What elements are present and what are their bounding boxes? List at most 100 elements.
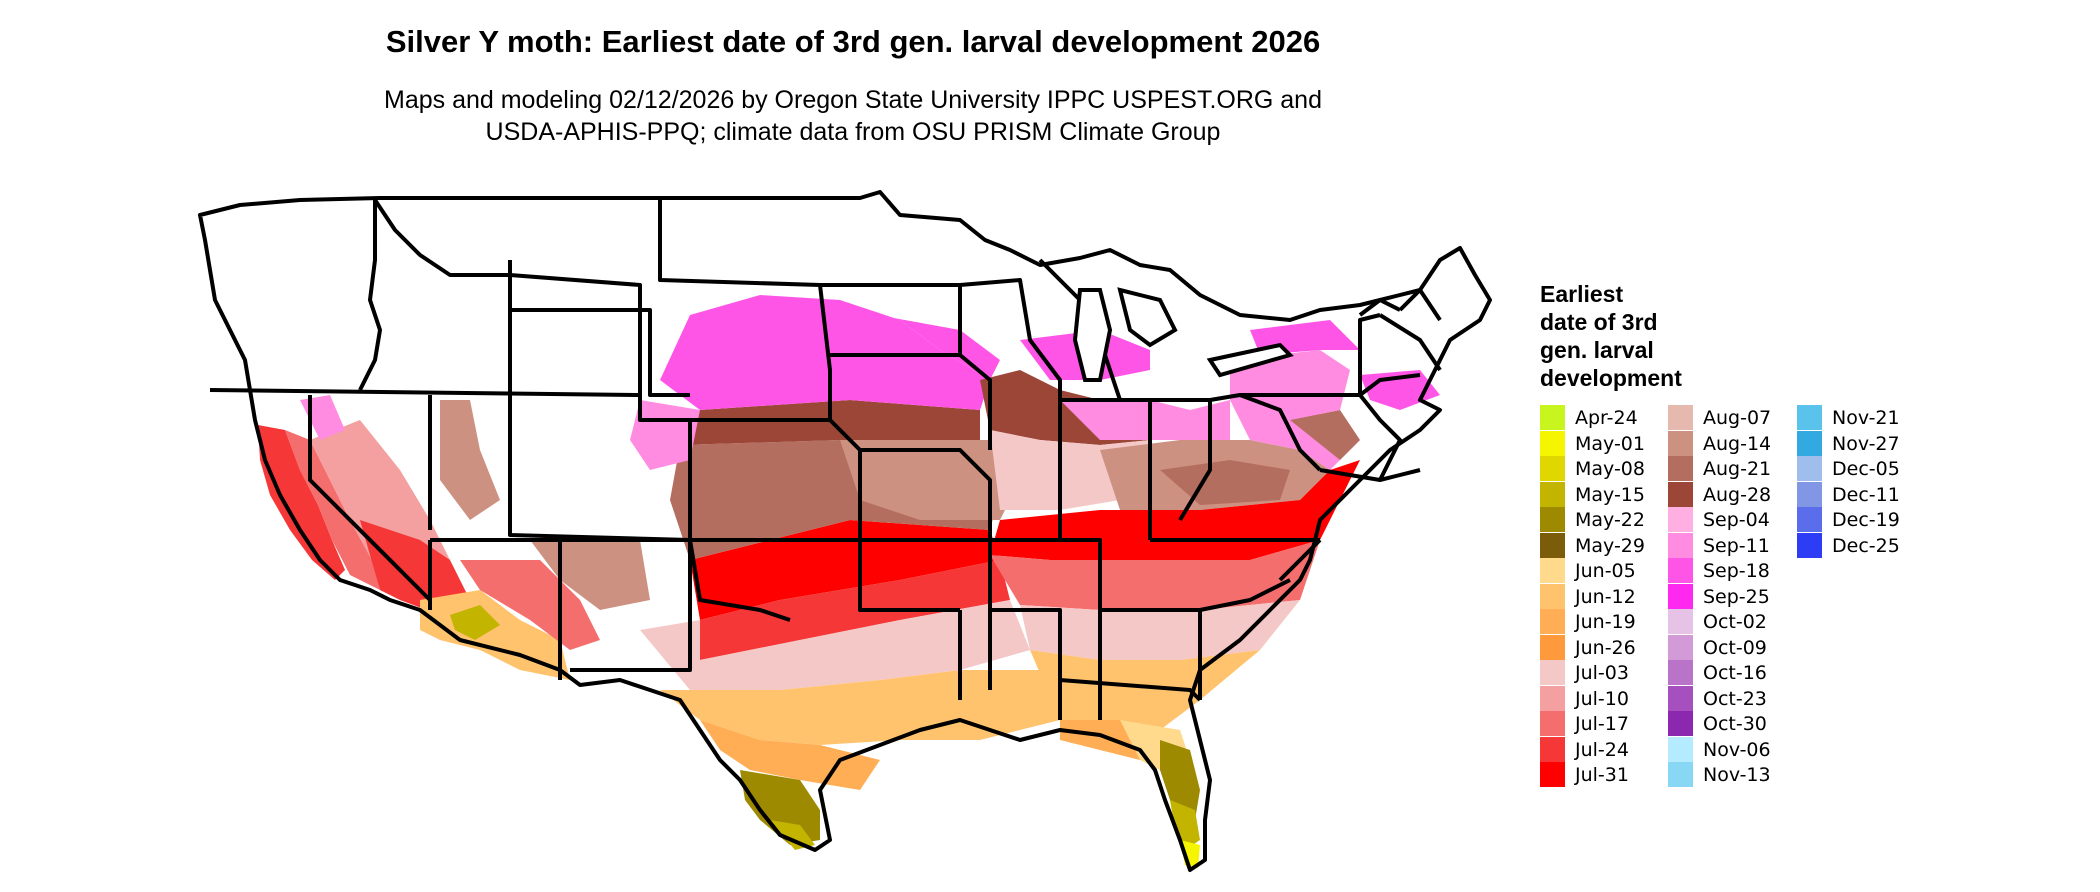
- legend-label: Apr-24: [1575, 407, 1638, 429]
- legend-swatch: [1797, 405, 1822, 430]
- legend-label: Aug-21: [1703, 458, 1772, 480]
- map-zone: [690, 520, 1000, 620]
- legend-swatch: [1668, 558, 1693, 583]
- legend-title-line: development: [1540, 365, 1682, 391]
- map-zone: [850, 310, 1000, 380]
- map-zone: [770, 820, 815, 850]
- state-line: [508, 260, 692, 542]
- state-line: [990, 538, 1102, 720]
- legend-swatch: [1797, 481, 1822, 507]
- legend-label: Nov-06: [1703, 738, 1771, 761]
- state-line: [1378, 313, 1442, 372]
- legend-swatch: [1668, 711, 1693, 736]
- map-zone: [1060, 400, 1230, 440]
- map-zone: [258, 425, 345, 580]
- legend-swatch: [1540, 558, 1565, 583]
- legend-label: Dec-11: [1832, 483, 1900, 506]
- state-line: [1358, 298, 1401, 317]
- legend-swatch: [1540, 532, 1565, 558]
- state-line: [990, 608, 1062, 720]
- state-line: [510, 308, 690, 397]
- legend-label: Aug-14: [1703, 432, 1772, 455]
- legend-title-line: date of 3rd: [1540, 309, 1658, 335]
- state-line: [1209, 393, 1322, 472]
- legend-swatch: [1668, 583, 1693, 609]
- legend-swatch: [1668, 405, 1693, 430]
- legend-label: Sep-11: [1703, 534, 1770, 557]
- legend-label: May-08: [1575, 458, 1645, 480]
- legend-label: Sep-18: [1703, 560, 1770, 582]
- state-line: [688, 539, 791, 622]
- legend-swatch: [1668, 507, 1693, 532]
- legend-label: May-15: [1575, 483, 1645, 506]
- lake-michigan: [1072, 288, 1113, 382]
- state-line: [958, 353, 992, 450]
- legend-title-line: Earliest: [1540, 281, 1624, 307]
- map-zone: [1230, 395, 1360, 470]
- legend-swatch: [1668, 532, 1693, 558]
- legend-label: Oct-23: [1703, 687, 1767, 710]
- state-borders: [198, 190, 1492, 872]
- map-subtitle: Maps and modeling 02/12/2026 by Oregon S…: [320, 84, 1386, 148]
- legend-swatch: [1540, 430, 1565, 456]
- map-zone: [660, 295, 990, 410]
- map-zone: [990, 540, 1320, 610]
- legend-label: Dec-19: [1832, 509, 1900, 531]
- legend-label: Oct-16: [1703, 662, 1767, 684]
- legend-label: Sep-04: [1703, 509, 1770, 531]
- legend-swatch: [1797, 456, 1822, 481]
- legend-swatch: [1668, 456, 1693, 481]
- legend-swatch: [1540, 609, 1565, 634]
- legend-label: Jun-19: [1575, 611, 1636, 633]
- state-line: [308, 395, 432, 602]
- legend-swatch: [1668, 685, 1693, 711]
- legend-swatch: [1668, 762, 1693, 787]
- state-line: [1240, 373, 1421, 397]
- map-zone: [1030, 650, 1260, 730]
- legend-label: Dec-05: [1832, 458, 1900, 480]
- map-zone: [1170, 800, 1200, 850]
- legend-label: Dec-25: [1832, 534, 1900, 557]
- state-line: [1358, 313, 1381, 395]
- legend-label: Sep-25: [1703, 585, 1770, 608]
- state-line: [1278, 538, 1322, 582]
- legend-swatch: [1540, 634, 1565, 660]
- legend-label: Jul-24: [1575, 738, 1629, 761]
- map-zone: [440, 400, 500, 520]
- state-line: [1199, 578, 1291, 612]
- state-line: [358, 200, 382, 391]
- legend-swatch: [1540, 583, 1565, 609]
- legend-swatch: [1668, 660, 1693, 685]
- legend-label: Nov-21: [1832, 407, 1900, 429]
- map-zone: [990, 460, 1360, 560]
- legend-swatch: [1540, 762, 1565, 787]
- legend-label: Jul-17: [1575, 713, 1629, 735]
- legend-swatch: [1540, 405, 1565, 430]
- legend-label: May-22: [1575, 509, 1645, 531]
- state-line: [1150, 398, 1212, 522]
- map-zone: [450, 605, 500, 640]
- state-line: [560, 538, 692, 672]
- map-title: Silver Y moth: Earliest date of 3rd gen.…: [385, 24, 1321, 59]
- state-line: [690, 418, 862, 540]
- state-line: [373, 198, 642, 395]
- map-zone: [630, 400, 700, 470]
- map-zone: [700, 720, 880, 790]
- legend-swatch: [1540, 736, 1565, 762]
- map-fill-zones: [258, 295, 1440, 868]
- subtitle-line-2: USDA-APHIS-PPQ; climate data from OSU PR…: [485, 118, 1221, 146]
- lake-huron: [1117, 287, 1178, 348]
- us-outline: [198, 190, 1492, 872]
- legend-swatch: [1540, 711, 1565, 736]
- legend-swatch: [1668, 609, 1693, 634]
- map-zone: [1020, 600, 1300, 660]
- legend-label: Jul-10: [1575, 687, 1629, 710]
- legend-swatch: [1668, 430, 1693, 456]
- legend-label: Jun-05: [1575, 560, 1636, 582]
- great-lakes: [1072, 287, 1294, 382]
- legend-label: Jul-31: [1575, 764, 1629, 786]
- legend-label: Nov-13: [1703, 764, 1771, 786]
- lake-erie: [1206, 342, 1294, 378]
- state-line: [959, 278, 1062, 540]
